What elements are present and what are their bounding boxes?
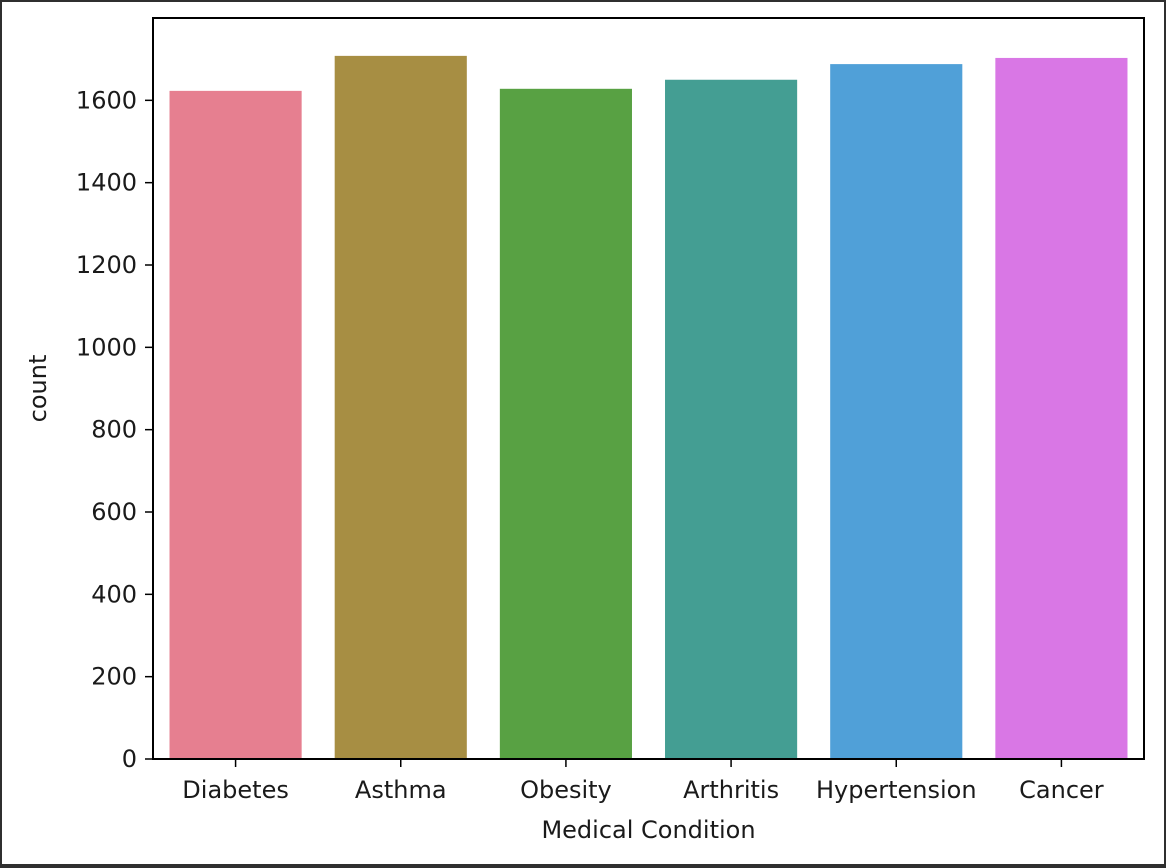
x-tick-label: Cancer bbox=[1019, 776, 1104, 804]
y-tick-label: 1400 bbox=[76, 169, 137, 197]
x-tick-label: Obesity bbox=[520, 776, 612, 804]
bar-hypertension bbox=[830, 64, 963, 759]
bar-obesity bbox=[499, 88, 632, 760]
y-tick-label: 800 bbox=[91, 416, 137, 444]
y-tick-label: 400 bbox=[91, 580, 137, 608]
y-tick-label: 0 bbox=[122, 745, 137, 773]
y-tick-label: 1200 bbox=[76, 251, 137, 279]
y-axis-title: count bbox=[24, 355, 52, 423]
bar-cancer bbox=[995, 57, 1128, 760]
x-tick-label: Diabetes bbox=[182, 776, 289, 804]
y-axis: 0 200 400 600 800 1000 1200 1400 1600 bbox=[76, 86, 153, 773]
x-axis-title: Medical Condition bbox=[541, 816, 755, 844]
bar-diabetes bbox=[169, 90, 302, 760]
bars-group bbox=[169, 55, 1128, 760]
plot-frame bbox=[152, 17, 1145, 760]
x-tick-label: Arthritis bbox=[683, 776, 779, 804]
bar-asthma bbox=[334, 55, 467, 759]
y-tick-label: 1000 bbox=[76, 333, 137, 361]
y-tick-label: 600 bbox=[91, 498, 137, 526]
x-tick-label: Hypertension bbox=[816, 776, 977, 804]
y-tick-label: 200 bbox=[91, 663, 137, 691]
y-tick-label: 1600 bbox=[76, 86, 137, 114]
x-tick-label: Asthma bbox=[355, 776, 447, 804]
bar-arthritis bbox=[665, 79, 798, 759]
x-axis: Diabetes Asthma Obesity Arthritis Hypertensi… bbox=[182, 759, 1104, 804]
